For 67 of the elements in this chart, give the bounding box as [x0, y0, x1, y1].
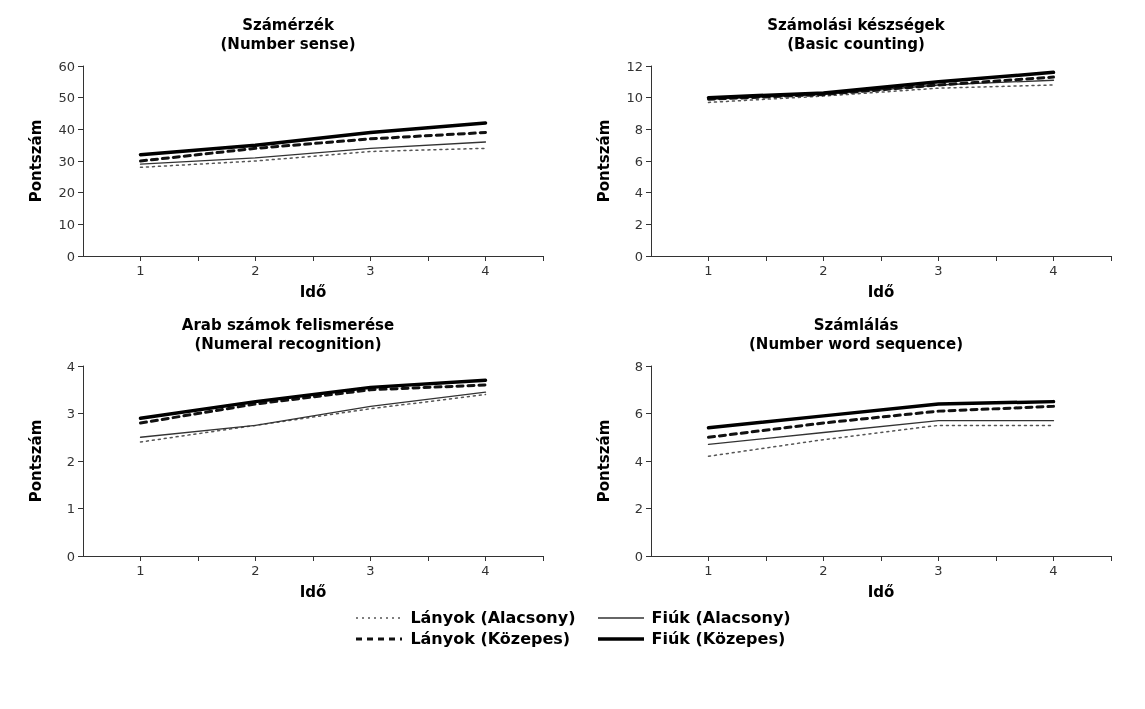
- x-tick-label: 2: [819, 563, 828, 578]
- x-tick-label: 1: [704, 263, 713, 278]
- chart-title: Számérzék: [242, 15, 335, 34]
- chart-subtitle: (Number word sequence): [748, 334, 964, 353]
- x-tick-label: 1: [136, 263, 145, 278]
- y-tick-label: 0: [66, 548, 75, 564]
- y-axis-title: Pontszám: [26, 419, 45, 503]
- x-tick-label: 4: [481, 263, 490, 278]
- line-series: [139, 147, 487, 169]
- line-series: [707, 84, 1055, 104]
- x-tick-label: 4: [481, 563, 490, 578]
- y-tick-label: 40: [58, 121, 75, 137]
- legend-label: Lányok (Alacsony): [410, 608, 576, 627]
- y-tick-label: 8: [634, 121, 643, 137]
- y-tick-label: 12: [626, 58, 643, 74]
- y-tick-label: 8: [634, 358, 643, 374]
- y-tick-label: 2: [66, 453, 75, 469]
- x-axis-title: Idő: [867, 282, 895, 301]
- chart-subtitle: (Numeral recognition): [194, 334, 382, 353]
- line-series: [706, 399, 1056, 430]
- y-tick-label: 0: [634, 248, 643, 264]
- y-tick-label: 1: [66, 501, 75, 516]
- y-tick-label: 10: [58, 216, 75, 232]
- line-series: [139, 141, 487, 165]
- x-tick-label: 4: [1049, 263, 1058, 278]
- line-series: [139, 131, 487, 163]
- x-tick-label: 2: [819, 263, 828, 278]
- chart-subtitle: (Basic counting): [787, 34, 925, 53]
- y-tick-label: 6: [634, 406, 643, 421]
- x-tick-label: 1: [704, 563, 713, 578]
- y-axis-title: Pontszám: [26, 119, 45, 203]
- chart-title: Számlálás: [813, 315, 899, 334]
- chart-title: Számolási készségek: [767, 15, 946, 34]
- y-tick-label: 10: [626, 90, 643, 106]
- x-tick-label: 3: [366, 563, 375, 578]
- chart-title: Arab számok felismerése: [181, 315, 395, 334]
- y-tick-label: 60: [58, 58, 75, 74]
- x-tick-label: 3: [934, 563, 943, 578]
- y-tick-label: 0: [634, 548, 643, 564]
- y-tick-label: 4: [634, 185, 643, 201]
- y-tick-label: 2: [634, 216, 643, 232]
- y-axis-title: Pontszám: [594, 119, 613, 203]
- x-tick-label: 4: [1049, 563, 1058, 578]
- y-tick-label: 2: [634, 501, 643, 516]
- x-tick-label: 3: [366, 263, 375, 278]
- x-tick-label: 1: [136, 563, 145, 578]
- line-series: [707, 404, 1055, 439]
- y-tick-label: 20: [58, 185, 75, 201]
- y-axis-title: Pontszám: [594, 419, 613, 503]
- y-tick-label: 4: [66, 358, 75, 374]
- y-tick-label: 4: [634, 453, 643, 469]
- x-tick-label: 3: [934, 263, 943, 278]
- y-tick-label: 3: [66, 406, 75, 421]
- x-axis-title: Idő: [299, 582, 327, 601]
- legend-label: Fiúk (Alacsony): [651, 608, 791, 627]
- line-series: [138, 121, 488, 157]
- legend-label: Fiúk (Közepes): [651, 629, 786, 648]
- chart-subtitle: (Number sense): [220, 34, 356, 53]
- y-tick-label: 30: [58, 153, 75, 169]
- x-axis-title: Idő: [867, 582, 895, 601]
- y-tick-label: 50: [58, 90, 75, 106]
- y-tick-label: 0: [66, 248, 75, 264]
- legend-label: Lányok (Közepes): [410, 629, 571, 648]
- x-tick-label: 2: [251, 563, 260, 578]
- y-tick-label: 6: [634, 153, 643, 169]
- x-tick-label: 2: [251, 263, 260, 278]
- x-axis-title: Idő: [299, 282, 327, 301]
